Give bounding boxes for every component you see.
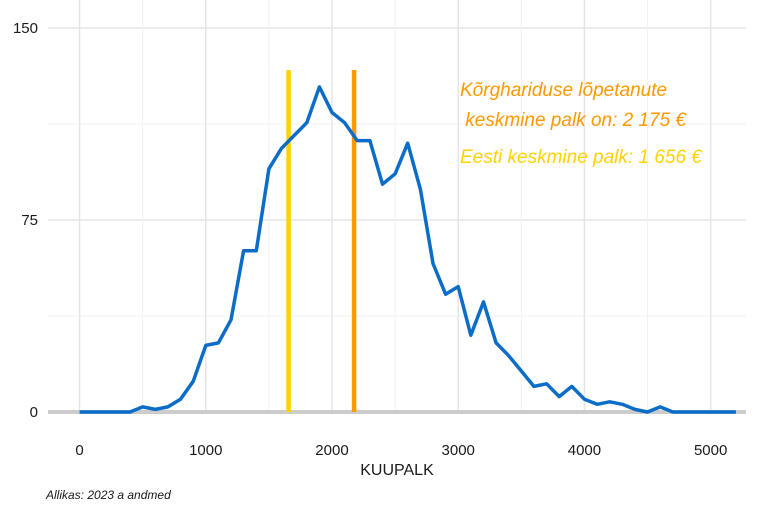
grid bbox=[48, 0, 746, 413]
x-tick-label: 4000 bbox=[568, 442, 601, 459]
y-tick-label: 75 bbox=[21, 212, 38, 229]
source-caption: Allikas: 2023 a andmed bbox=[46, 488, 171, 502]
x-tick-label: 5000 bbox=[694, 442, 727, 459]
y-tick-label: 0 bbox=[30, 404, 38, 421]
x-ticks: 0 1000 2000 3000 4000 5000 bbox=[75, 442, 727, 459]
y-ticks: 0 75 150 bbox=[13, 20, 38, 421]
series-line bbox=[79, 85, 736, 414]
x-tick-label: 0 bbox=[75, 442, 83, 459]
annotation-average: Eesti keskmine palk: 1 656 € bbox=[460, 147, 703, 168]
annotation-graduates-line1: Kõrghariduse lõpetanute bbox=[460, 80, 667, 101]
reference-lines bbox=[286, 70, 357, 412]
x-tick-label: 3000 bbox=[442, 442, 475, 459]
x-axis-label: KUUPALK bbox=[360, 462, 434, 479]
x-tick-label: 1000 bbox=[189, 442, 222, 459]
annotation-graduates-line2: keskmine palk on: 2 175 € bbox=[460, 110, 687, 131]
x-tick-label: 2000 bbox=[315, 442, 348, 459]
y-tick-label: 150 bbox=[13, 20, 38, 37]
